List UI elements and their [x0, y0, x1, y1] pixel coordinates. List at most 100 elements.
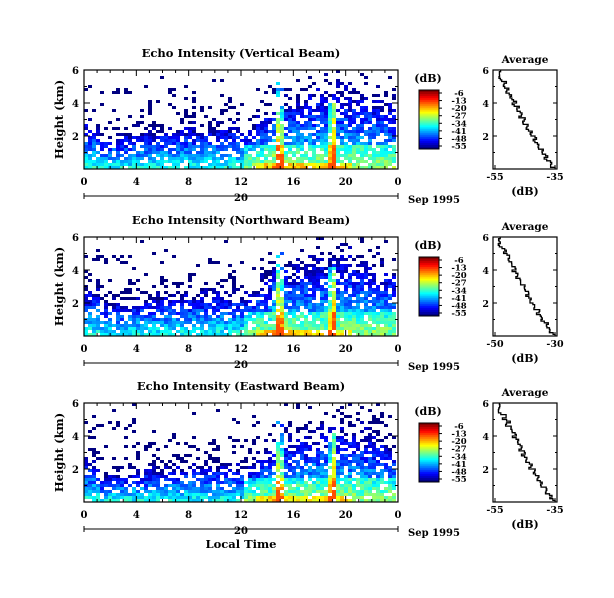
heatmap-cell: [392, 463, 396, 466]
heatmap-cell: [352, 433, 356, 436]
heatmap-cell: [284, 427, 288, 430]
heatmap-cell: [352, 118, 356, 121]
heatmap-cell: [272, 276, 276, 279]
heatmap-cell: [168, 154, 172, 157]
heatmap-cell: [316, 324, 320, 327]
heatmap-cell: [188, 133, 192, 136]
heatmap-cell: [232, 324, 236, 327]
heatmap-cell: [340, 130, 344, 133]
heatmap-cell: [196, 151, 200, 154]
heatmap-cell: [84, 127, 88, 130]
heatmap-cell: [388, 457, 392, 460]
heatmap-cell: [360, 118, 364, 121]
heatmap-cell: [184, 460, 188, 463]
heatmap-cell: [392, 145, 396, 148]
heatmap-cell: [268, 163, 272, 166]
heatmap-cell: [292, 163, 296, 166]
heatmap-cell: [280, 478, 284, 481]
heatmap-cell: [280, 303, 284, 306]
heatmap-cell: [252, 330, 256, 333]
heatmap-cell: [384, 118, 388, 121]
heatmap-cell: [148, 109, 152, 112]
heatmap-cell: [172, 303, 176, 306]
colorbar-step: [419, 127, 439, 130]
heatmap-cell: [252, 115, 256, 118]
heatmap-cell: [320, 94, 324, 97]
heatmap-cell: [264, 493, 268, 496]
heatmap-cell: [288, 330, 292, 333]
heatmap-cell: [344, 300, 348, 303]
heatmap-cell: [244, 154, 248, 157]
heatmap-cell: [176, 148, 180, 151]
heatmap-cell: [176, 321, 180, 324]
heatmap-cell: [188, 330, 192, 333]
heatmap-cell: [208, 163, 212, 166]
heatmap-cell: [348, 151, 352, 154]
heatmap-cell: [116, 478, 120, 481]
heatmap-cell: [104, 493, 108, 496]
heatmap-cell: [308, 255, 312, 258]
heatmap-cell: [308, 324, 312, 327]
heatmap-cell: [172, 142, 176, 145]
heatmap-cell: [232, 487, 236, 490]
heatmap-cell: [112, 166, 116, 169]
heatmap-cell: [152, 333, 156, 336]
heatmap-cell: [212, 145, 216, 148]
heatmap-cell: [128, 499, 132, 502]
heatmap-cell: [260, 258, 264, 261]
heatmap-cell: [388, 454, 392, 457]
heatmap-cell: [212, 130, 216, 133]
heatmap-cell: [332, 142, 336, 145]
heatmap-cell: [304, 157, 308, 160]
heatmap-cell: [148, 100, 152, 103]
heatmap-cell: [144, 487, 148, 490]
heatmap-cell: [392, 445, 396, 448]
heatmap-cell: [344, 279, 348, 282]
heatmap-cell: [372, 273, 376, 276]
heatmap-cell: [316, 442, 320, 445]
heatmap-cell: [368, 154, 372, 157]
heatmap-cell: [124, 499, 128, 502]
heatmap-cell: [192, 160, 196, 163]
heatmap-cell: [172, 469, 176, 472]
heatmap-cell: [368, 421, 372, 424]
heatmap-cell: [148, 481, 152, 484]
heatmap-cell: [332, 457, 336, 460]
heatmap-cell: [392, 472, 396, 475]
heatmap-cell: [384, 166, 388, 169]
heatmap-cell: [356, 306, 360, 309]
heatmap-cell: [348, 124, 352, 127]
heatmap-cell: [152, 475, 156, 478]
heatmap-cell: [128, 142, 132, 145]
heatmap-cell: [292, 112, 296, 115]
heatmap-cell: [376, 484, 380, 487]
heatmap-cell: [260, 315, 264, 318]
heatmap-cell: [96, 142, 100, 145]
x-tick-label: 8: [185, 344, 192, 355]
heatmap-cell: [208, 145, 212, 148]
heatmap-cell: [156, 333, 160, 336]
heatmap-cell: [176, 457, 180, 460]
heatmap-cell: [156, 478, 160, 481]
heatmap-cell: [316, 315, 320, 318]
heatmap-cell: [392, 94, 396, 97]
heatmap-cell: [368, 312, 372, 315]
heatmap-cell: [124, 457, 128, 460]
heatmap-cell: [312, 288, 316, 291]
heatmap-cell: [200, 288, 204, 291]
heatmap-cell: [156, 148, 160, 151]
heatmap-cell: [304, 472, 308, 475]
heatmap-cell: [160, 124, 164, 127]
heatmap-cell: [340, 139, 344, 142]
heatmap-cell: [268, 103, 272, 106]
heatmap-cell: [132, 315, 136, 318]
heatmap-cell: [360, 496, 364, 499]
heatmap-cell: [108, 490, 112, 493]
heatmap-cell: [288, 327, 292, 330]
heatmap-cell: [348, 300, 352, 303]
heatmap-cell: [332, 327, 336, 330]
heatmap-cell: [152, 297, 156, 300]
heatmap-cell: [292, 282, 296, 285]
heatmap-cell: [324, 469, 328, 472]
heatmap-cell: [244, 157, 248, 160]
